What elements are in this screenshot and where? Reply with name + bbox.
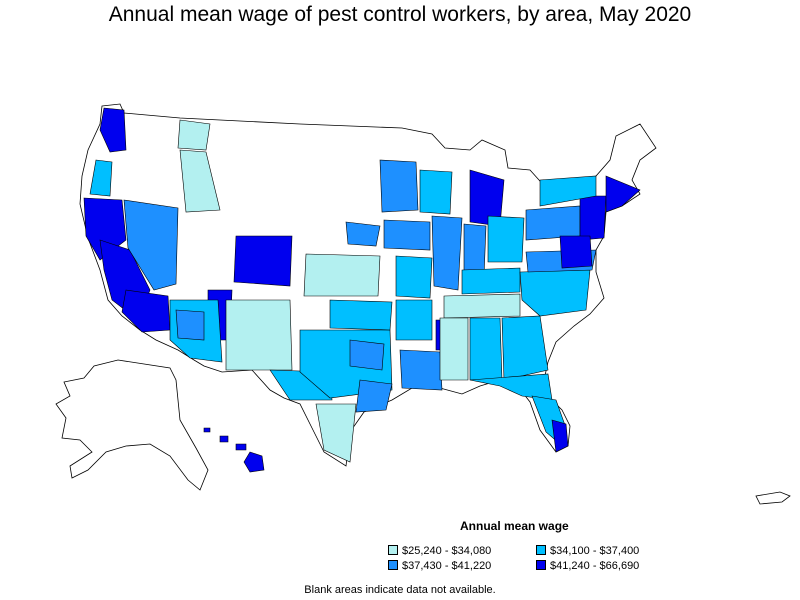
legend-swatch-3 [388,560,398,570]
area-texas-dallas [349,339,385,371]
area-hawaii-oahu [219,435,229,443]
area-missouri [395,255,433,299]
legend-swatch-2 [536,545,546,555]
map-wage-areas [83,107,641,473]
area-hawaii-big-island [243,451,265,473]
area-idaho [179,149,221,213]
area-texas-south [315,403,357,463]
area-illinois [431,215,463,291]
area-new-mexico [225,299,293,371]
area-upstate-ny [539,175,597,207]
area-indiana [463,223,487,277]
legend-label-1: $25,240 - $34,080 [402,545,492,557]
area-dc-baltimore [559,235,593,269]
area-new-england [605,175,641,213]
legend-item-4: $41,240 - $66,690 [536,560,639,572]
area-hawaii-kauai [203,427,211,433]
legend-label-2: $34,100 - $37,400 [550,545,640,557]
area-arkansas [395,299,433,341]
area-phoenix [175,309,205,341]
area-oregon-coast [89,159,113,197]
area-mississippi [439,317,469,381]
alaska-outline [55,359,209,491]
legend-swatch-4 [536,560,546,570]
legend-label-4: $41,240 - $66,690 [550,560,640,572]
legend-item-3: $37,430 - $41,220 [388,560,491,572]
legend-label-3: $37,430 - $41,220 [402,560,492,572]
area-colorado-front-range [233,235,293,287]
area-hawaii-maui [235,443,247,451]
area-ny-nj-corridor [579,195,607,241]
area-louisiana [399,349,443,391]
area-nebraska [345,221,381,247]
area-iowa [383,219,431,251]
area-alabama [469,317,503,381]
area-georgia [501,315,549,381]
legend-title: Annual mean wage [460,519,569,533]
area-nevada [123,199,179,291]
area-tennessee [443,293,521,319]
area-texas-houston [355,379,393,413]
area-southern-california [121,289,171,333]
area-ohio [487,215,525,263]
legend-item-2: $34,100 - $37,400 [536,545,639,557]
map-title: Annual mean wage of pest control workers… [108,3,692,26]
area-eastern-washington [177,119,211,151]
footnote: Blank areas indicate data not available. [304,584,496,596]
area-oklahoma [329,299,393,331]
area-wisconsin [419,169,453,215]
area-south-florida [551,419,569,453]
legend-item-1: $25,240 - $34,080 [388,545,491,557]
area-pennsylvania [525,205,581,241]
puerto-rico-outline [755,491,791,505]
area-minnesota [379,159,419,213]
legend-swatch-1 [388,545,398,555]
area-kansas [303,253,381,297]
area-seattle [99,107,127,153]
area-kentucky [461,267,521,295]
